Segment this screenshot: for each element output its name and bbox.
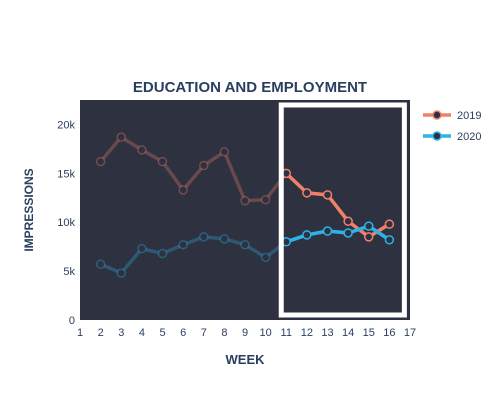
data-point-2019 — [343, 216, 353, 226]
data-point-2020 — [343, 228, 353, 238]
x-axis-ticks: 1 2 3 4 5 6 7 8 9 10 11 12 13 14 15 16 17 — [77, 327, 416, 339]
data-point-2020-dimmed — [95, 259, 106, 270]
plot-area — [80, 100, 410, 320]
x-tick-label: 5 — [159, 327, 165, 339]
legend-marker — [432, 110, 442, 120]
data-point-2020-dimmed — [199, 232, 209, 242]
chart-title: EDUCATION AND EMPLOYMENT — [133, 79, 367, 96]
legend: 2019 2020 — [423, 110, 481, 143]
x-tick-label: 6 — [180, 327, 186, 339]
data-point-2019-dimmed — [260, 194, 271, 205]
x-tick-label: 15 — [363, 327, 375, 339]
data-point-2019-dimmed — [240, 195, 250, 206]
x-tick-label: 16 — [383, 327, 395, 339]
legend-marker — [432, 131, 442, 141]
x-tick-label: 11 — [281, 327, 292, 339]
data-point-2020-dimmed — [157, 248, 168, 259]
data-point-2020-dimmed — [137, 243, 147, 254]
x-tick-label: 8 — [221, 327, 227, 339]
data-point-2019-dimmed — [219, 147, 230, 157]
data-point-2019-dimmed — [137, 145, 147, 155]
y-tick-label: 10k — [57, 217, 75, 229]
x-tick-label: 9 — [242, 327, 248, 339]
y-tick-label: 15k — [57, 168, 75, 180]
data-point-2019-dimmed — [95, 156, 106, 167]
x-axis-label: WEEK — [226, 352, 266, 367]
y-tick-label: 5k — [63, 266, 75, 278]
data-point-2019 — [384, 219, 395, 229]
legend-item-2019: 2019 — [423, 110, 481, 122]
x-tick-label: 13 — [321, 327, 333, 339]
x-tick-label: 14 — [342, 327, 354, 339]
x-tick-label: 10 — [260, 327, 272, 339]
x-tick-label: 1 — [77, 327, 83, 339]
x-tick-label: 7 — [201, 327, 207, 339]
legend-item-2020: 2020 — [423, 131, 481, 143]
data-point-2020 — [364, 221, 374, 231]
data-point-2019-dimmed — [157, 156, 168, 167]
data-point-2020-dimmed — [178, 239, 188, 250]
data-point-2019-dimmed — [116, 132, 126, 142]
data-point-2020 — [302, 230, 312, 240]
data-point-2020-dimmed — [219, 234, 230, 244]
y-tick-label: 20k — [57, 119, 75, 131]
data-point-2020 — [384, 235, 395, 245]
x-tick-label: 3 — [118, 327, 124, 339]
data-point-2019-dimmed — [199, 160, 209, 171]
data-point-2019-dimmed — [178, 185, 188, 195]
x-tick-label: 4 — [139, 327, 145, 339]
y-axis-label: IMPRESSIONS — [22, 168, 36, 251]
data-point-2020 — [322, 226, 333, 236]
x-tick-label: 2 — [98, 327, 104, 339]
series-highlighted — [281, 168, 395, 247]
legend-label: 2020 — [457, 131, 481, 143]
x-tick-label: 12 — [301, 327, 313, 339]
data-point-2020-dimmed — [260, 252, 271, 263]
y-tick-label: 0 — [69, 315, 75, 327]
data-point-2019 — [302, 188, 312, 198]
legend-label: 2019 — [457, 110, 481, 122]
data-point-2020-dimmed — [240, 239, 250, 250]
x-tick-label: 17 — [404, 327, 416, 339]
data-point-2019 — [364, 232, 374, 242]
highlight-box — [278, 102, 407, 318]
y-axis-ticks: 0 5k 10k 15k 20k — [57, 119, 75, 327]
data-point-2020-dimmed — [116, 268, 126, 278]
data-point-2019 — [322, 190, 333, 200]
